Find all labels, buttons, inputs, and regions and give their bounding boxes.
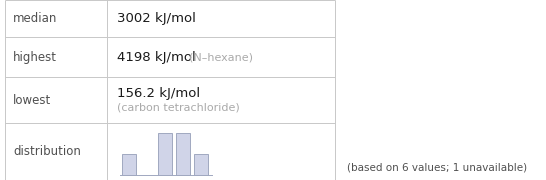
Text: (N–hexane): (N–hexane) xyxy=(189,52,253,62)
Text: 4198 kJ/mol: 4198 kJ/mol xyxy=(117,51,196,64)
Bar xyxy=(158,133,172,175)
Text: (carbon tetrachloride): (carbon tetrachloride) xyxy=(117,102,240,112)
Text: highest: highest xyxy=(13,51,57,64)
Bar xyxy=(122,154,136,175)
Text: median: median xyxy=(13,12,57,25)
Bar xyxy=(176,133,190,175)
Text: lowest: lowest xyxy=(13,93,51,107)
Bar xyxy=(194,154,208,175)
Text: (based on 6 values; 1 unavailable): (based on 6 values; 1 unavailable) xyxy=(347,163,527,173)
Text: 3002 kJ/mol: 3002 kJ/mol xyxy=(117,12,196,25)
Text: 156.2 kJ/mol: 156.2 kJ/mol xyxy=(117,87,200,100)
Text: distribution: distribution xyxy=(13,145,81,158)
